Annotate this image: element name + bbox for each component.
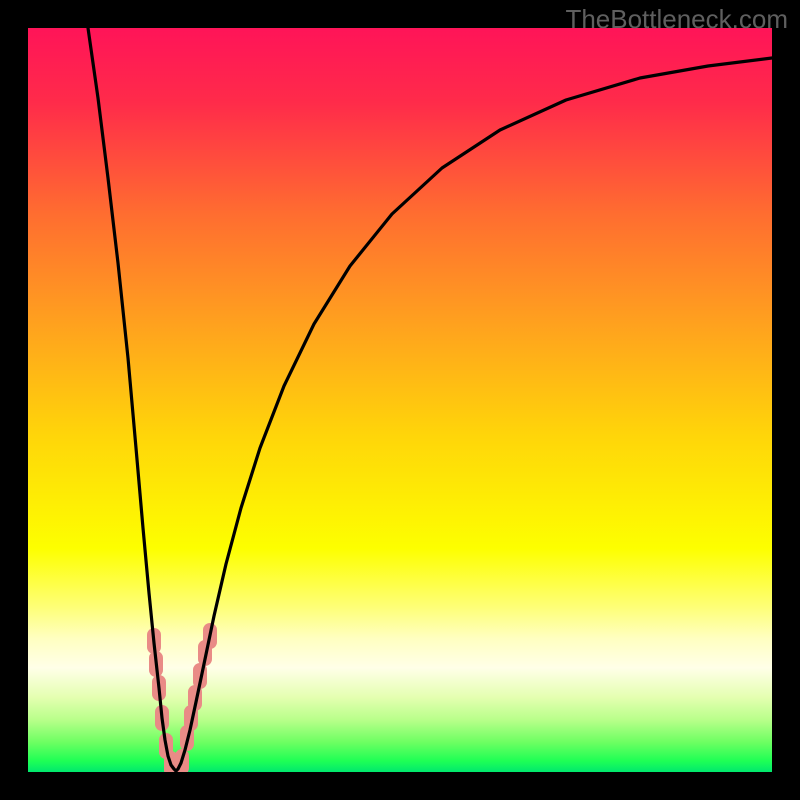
plot-overlay: [28, 28, 772, 772]
plot-area: [28, 28, 772, 772]
watermark-text: TheBottleneck.com: [565, 4, 788, 35]
curve-right-branch: [176, 58, 772, 771]
chart-frame: TheBottleneck.com: [0, 0, 800, 800]
